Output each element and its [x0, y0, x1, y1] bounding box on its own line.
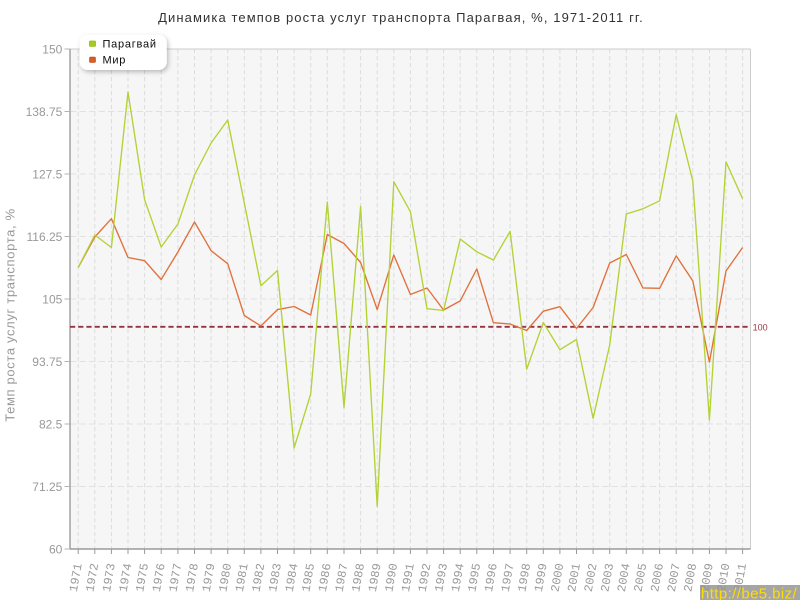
svg-text:60: 60	[49, 543, 63, 557]
svg-text:1986: 1986	[316, 562, 335, 593]
svg-text:71.25: 71.25	[32, 480, 62, 494]
svg-text:1999: 1999	[532, 562, 551, 593]
svg-text:1988: 1988	[349, 562, 368, 593]
svg-text:1978: 1978	[183, 562, 202, 593]
svg-text:1992: 1992	[416, 562, 435, 593]
svg-text:2008: 2008	[681, 562, 700, 593]
svg-text:1983: 1983	[266, 562, 285, 593]
svg-text:100: 100	[753, 322, 768, 332]
svg-text:105: 105	[42, 293, 62, 307]
svg-text:1985: 1985	[299, 562, 318, 593]
svg-text:1980: 1980	[216, 562, 235, 593]
svg-text:2002: 2002	[582, 562, 601, 593]
svg-text:2005: 2005	[632, 562, 651, 593]
svg-text:82.5: 82.5	[39, 418, 63, 432]
svg-text:2004: 2004	[615, 562, 634, 593]
svg-text:1989: 1989	[366, 562, 385, 593]
svg-text:1987: 1987	[333, 562, 352, 593]
svg-text:2003: 2003	[598, 562, 617, 593]
svg-text:Темп роста услуг транспорта, %: Темп роста услуг транспорта, %	[2, 208, 17, 422]
svg-text:1976: 1976	[150, 562, 169, 593]
svg-text:Парагвай: Парагвай	[103, 38, 157, 50]
svg-text:1977: 1977	[167, 562, 186, 593]
svg-text:1973: 1973	[100, 562, 119, 593]
svg-text:127.5: 127.5	[32, 168, 62, 182]
svg-text:2007: 2007	[665, 562, 684, 593]
svg-text:Мир: Мир	[103, 55, 127, 67]
svg-text:1998: 1998	[515, 562, 534, 593]
svg-text:116.25: 116.25	[26, 230, 62, 244]
svg-text:1997: 1997	[499, 562, 518, 593]
svg-text:1975: 1975	[133, 562, 152, 593]
svg-text:1990: 1990	[382, 562, 401, 593]
svg-text:1974: 1974	[117, 562, 136, 593]
svg-text:2006: 2006	[648, 562, 667, 593]
svg-text:1991: 1991	[399, 562, 418, 593]
svg-text:1972: 1972	[83, 562, 102, 593]
svg-text:2000: 2000	[549, 562, 568, 593]
svg-text:http://be5.biz/: http://be5.biz/	[701, 586, 797, 600]
svg-text:1995: 1995	[465, 562, 484, 593]
svg-text:150: 150	[42, 43, 62, 57]
svg-text:2001: 2001	[565, 562, 584, 593]
svg-text:93.75: 93.75	[32, 355, 62, 369]
svg-text:1982: 1982	[250, 562, 269, 593]
svg-text:1984: 1984	[283, 562, 302, 593]
svg-text:1981: 1981	[233, 562, 252, 593]
svg-text:1971: 1971	[67, 562, 86, 593]
svg-text:Динамика темпов роста услуг тр: Динамика темпов роста услуг транспорта П…	[158, 10, 644, 25]
svg-text:138.75: 138.75	[26, 105, 63, 119]
svg-text:1993: 1993	[432, 562, 451, 593]
svg-text:1996: 1996	[482, 562, 501, 593]
svg-text:1979: 1979	[200, 562, 219, 593]
svg-text:1994: 1994	[449, 562, 468, 593]
